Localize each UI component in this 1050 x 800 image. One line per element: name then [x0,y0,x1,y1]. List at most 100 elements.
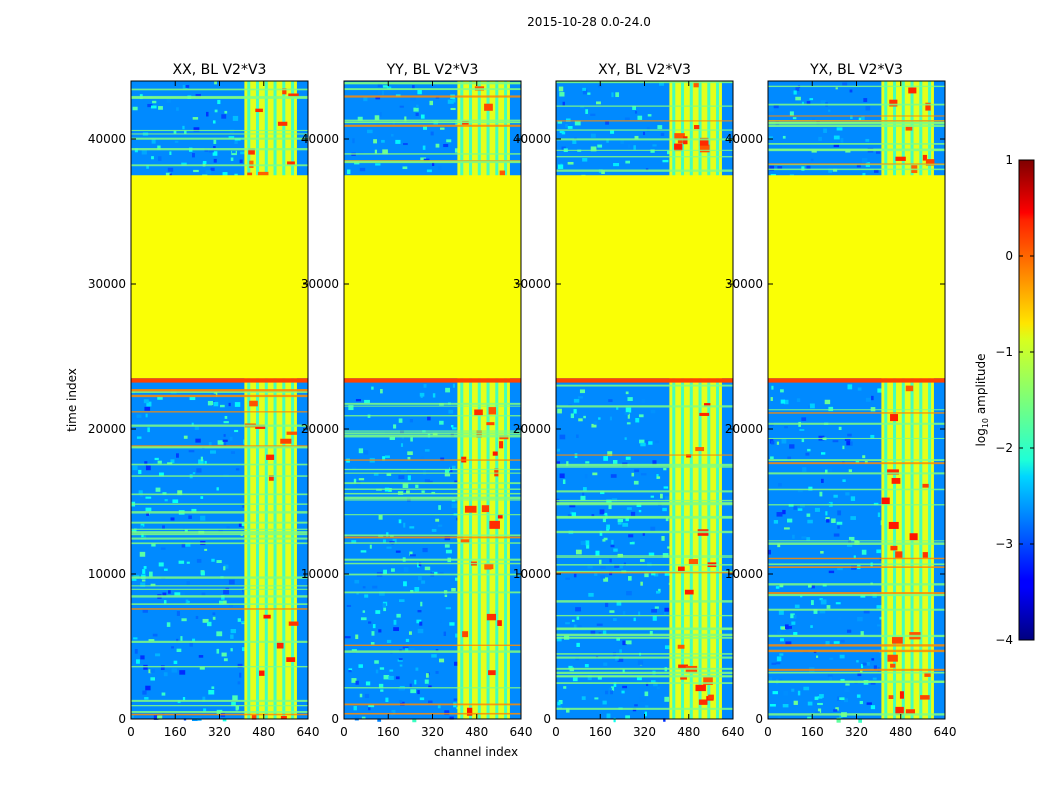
time-flag-line [344,122,521,124]
heatmap-hotspot [684,589,694,595]
heatmap-cell [419,621,423,626]
heatmap-cell [355,399,362,402]
heatmap-cell [604,690,609,695]
heatmap-cell [860,631,864,636]
time-flag-line [344,160,521,164]
heatmap-cell [146,511,150,516]
heatmap-cell [217,440,224,445]
heatmap-cell [616,407,619,410]
heatmap-hotspot [925,159,935,166]
heatmap-cell [183,435,188,439]
heatmap-cell [625,160,631,164]
heatmap-cell [378,514,383,520]
heatmap-cell [414,587,420,592]
active-channel-stripe [469,81,473,719]
time-flag-line [131,394,308,398]
heatmap-cell [228,402,231,407]
heatmap-cell [193,127,200,132]
heatmap-cell [630,511,636,517]
heatmap-cell [360,617,367,621]
heatmap-cell [426,488,432,492]
heatmap-cell [865,662,870,666]
heatmap-cell [608,399,613,403]
heatmap-cell [603,456,609,461]
y-tick-label: 0 [331,712,339,726]
heatmap-cell [559,130,564,134]
heatmap-cell [237,663,243,668]
heatmap-cell [640,581,643,586]
heatmap-cell [382,539,386,543]
heatmap-cell [375,96,381,100]
heatmap-cell [606,499,612,504]
heatmap-hotspot [484,563,494,570]
heatmap-cell [861,549,867,555]
heatmap-cell [873,502,879,506]
heatmap-cell [860,594,866,598]
heatmap-cell [573,573,577,578]
time-flag-line [131,521,308,524]
active-channel-stripe [486,81,490,719]
heatmap-cell [650,495,654,498]
heatmap-cell [620,139,624,144]
heatmap-cell [132,465,138,471]
heatmap-hotspot [280,438,292,444]
heatmap-hotspot [248,148,255,155]
colorbar: −4 −3 −2 −1 0 1 log10 amplitude [974,153,1035,647]
heatmap-cell [567,126,573,129]
heatmap-cell [163,440,167,444]
heatmap-hotspot [288,621,299,626]
heatmap-cell [574,120,581,126]
heatmap-cell [447,99,454,104]
active-channel-stripe [247,81,251,719]
heatmap-cell [432,571,438,575]
heatmap-cell [825,641,830,646]
heatmap-cell [794,604,800,608]
heatmap-cell [207,400,214,406]
time-flag-line [556,105,733,107]
time-flag-line [131,531,308,534]
heatmap-cell [877,624,881,627]
time-flag-line [344,536,521,539]
heatmap-hotspot [247,172,253,178]
heatmap-cell [451,587,456,592]
heatmap-cell [818,136,822,141]
heatmap-cell [212,612,216,616]
heatmap-cell [811,150,817,153]
heatmap-cell [609,558,612,563]
heatmap-cell [211,558,215,562]
heatmap-cell [375,610,381,614]
heatmap-cell [437,165,442,170]
heatmap-hotspot [497,620,502,626]
heatmap-cell [399,700,403,703]
x-tick-label: 160 [377,725,400,739]
heatmap-cell [843,698,848,703]
active-channel-stripe [698,81,702,719]
colorbar-tick-label: −4 [995,633,1013,647]
heatmap-cell [168,590,171,594]
heatmap-cell [409,683,412,687]
heatmap-cell [431,161,435,167]
time-flag-line [131,542,308,545]
heatmap-hotspot [895,706,904,715]
heatmap-cell [355,634,359,640]
heatmap-cell [435,671,439,674]
heatmap-cell [383,85,389,88]
heatmap-cell [823,128,827,133]
heatmap-cell [435,648,439,652]
time-flag-line [768,593,945,597]
heatmap-cell [149,460,154,464]
heatmap-cell [445,387,451,393]
heatmap-hotspot [466,707,473,716]
heatmap-cell [141,533,144,538]
heatmap-cell [595,550,600,556]
heatmap-cell [845,683,850,686]
heatmap-hotspot [688,559,698,565]
time-flag-line [131,148,308,151]
heatmap-cell [590,133,596,138]
active-channel-stripe [716,81,720,719]
heatmap-cell [136,659,140,664]
heatmap-cell [364,693,370,699]
heatmap-cell [397,659,403,662]
heatmap-cell [154,457,159,461]
heatmap-cell [139,551,146,557]
